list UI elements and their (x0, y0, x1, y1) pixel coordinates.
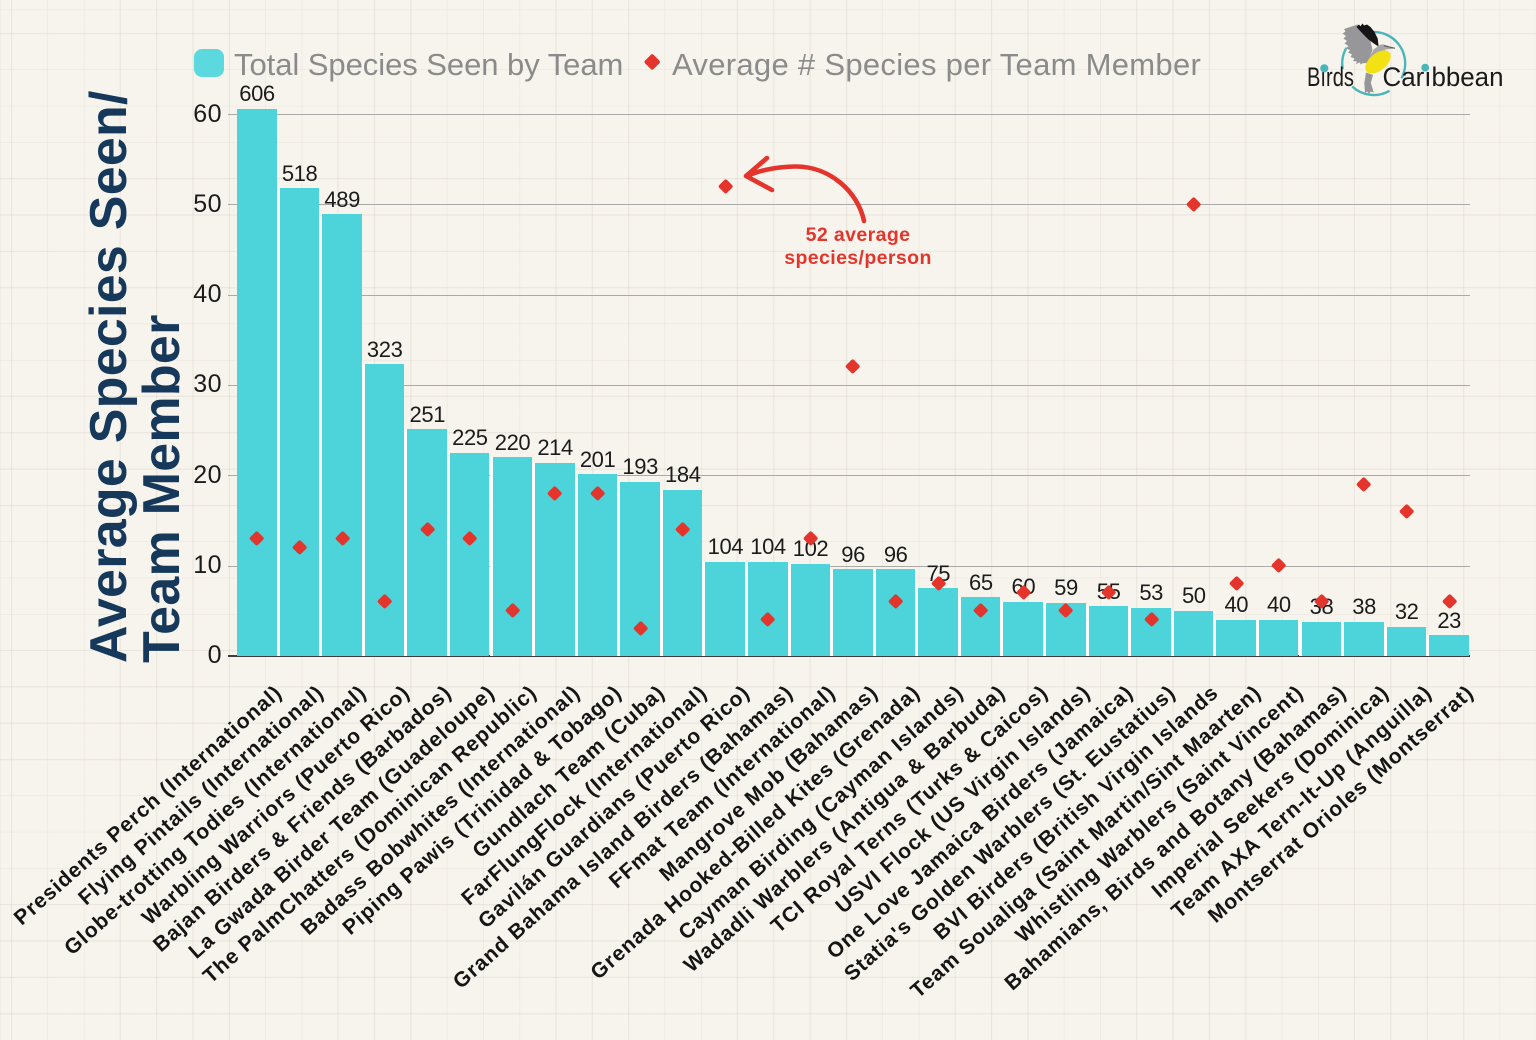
svg-text:Carıbbean: Carıbbean (1383, 62, 1504, 92)
svg-text:Bırds: Bırds (1307, 62, 1354, 92)
